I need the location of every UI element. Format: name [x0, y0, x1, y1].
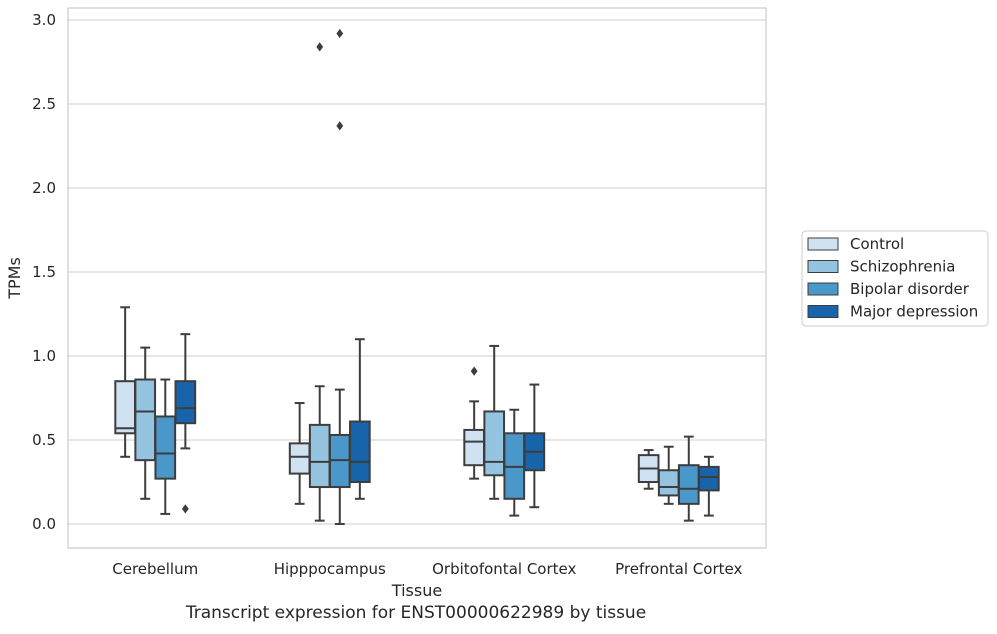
box-body	[308, 423, 331, 489]
x-axis-title: Tissue	[391, 581, 442, 600]
box-bipolar-disorder	[677, 435, 700, 522]
box-body	[349, 420, 371, 483]
figure-caption: Transcript expression for ENST0000062298…	[185, 603, 647, 623]
y-tick-label: 0.5	[32, 431, 56, 449]
outlier-point	[316, 42, 324, 52]
box-major-depression	[174, 333, 197, 514]
box-schizophrenia	[657, 445, 680, 505]
plot-frame	[67, 7, 767, 549]
y-tick-labels: 0.0 0.5 1.0 1.5 2.0 2.5 3.0	[32, 11, 56, 533]
x-tick-label: Prefrontal Cortex	[615, 560, 742, 578]
box-body	[288, 442, 311, 475]
outlier-point	[181, 504, 189, 514]
box-control	[637, 449, 660, 490]
y-tick-label: 2.5	[32, 95, 56, 113]
legend-swatch	[807, 305, 839, 318]
box-body	[677, 464, 700, 505]
legend-frame	[801, 230, 989, 327]
x-tick-labels: Cerebellum Hipppocampus Orbitofontal Corte…	[112, 560, 742, 578]
y-tick-label: 1.5	[32, 263, 56, 281]
x-tick-label: Hipppocampus	[274, 560, 386, 578]
box-body	[114, 380, 136, 435]
box-body	[154, 415, 177, 480]
x-tick-label: Orbitofontal Cortex	[432, 560, 576, 578]
gridlines	[68, 19, 766, 525]
box-major-depression	[698, 455, 720, 517]
legend-label: Bipolar disorder	[850, 280, 970, 298]
y-tick-label: 3.0	[32, 11, 56, 29]
outlier-point	[336, 28, 344, 39]
legend: Control Schizophrenia Bipolar disorder Majo…	[801, 230, 989, 327]
box-body	[463, 428, 485, 467]
legend-swatch	[807, 282, 839, 296]
legend-label: Schizophrenia	[850, 258, 955, 276]
box-control	[114, 306, 136, 458]
y-tick-label: 0.0	[32, 515, 56, 533]
box-control	[463, 366, 485, 480]
outlier-point	[470, 366, 478, 376]
box-bipolar-disorder	[154, 378, 177, 515]
boxes-layer	[114, 28, 720, 525]
box-schizophrenia	[134, 346, 157, 500]
legend-label: Control	[850, 235, 904, 253]
y-tick-label: 2.0	[32, 179, 56, 197]
box-body	[657, 469, 680, 497]
y-tick-label: 1.0	[32, 347, 56, 365]
box-schizophrenia	[308, 385, 331, 522]
box-bipolar-disorder	[503, 408, 526, 517]
x-tick-label: Cerebellum	[112, 560, 198, 578]
box-body	[174, 380, 197, 425]
box-major-depression	[523, 383, 546, 509]
outlier-point	[336, 121, 344, 131]
legend-swatch	[807, 237, 839, 251]
box-body	[134, 378, 157, 462]
box-body	[483, 410, 506, 477]
y-axis-title: TPMs	[5, 257, 24, 300]
box-bipolar-disorder	[328, 28, 351, 525]
box-control	[288, 402, 311, 505]
box-major-depression	[349, 338, 371, 500]
legend-swatch	[807, 260, 839, 273]
legend-label: Major depression	[850, 303, 978, 321]
box-body	[698, 465, 720, 492]
box-schizophrenia	[483, 344, 506, 500]
